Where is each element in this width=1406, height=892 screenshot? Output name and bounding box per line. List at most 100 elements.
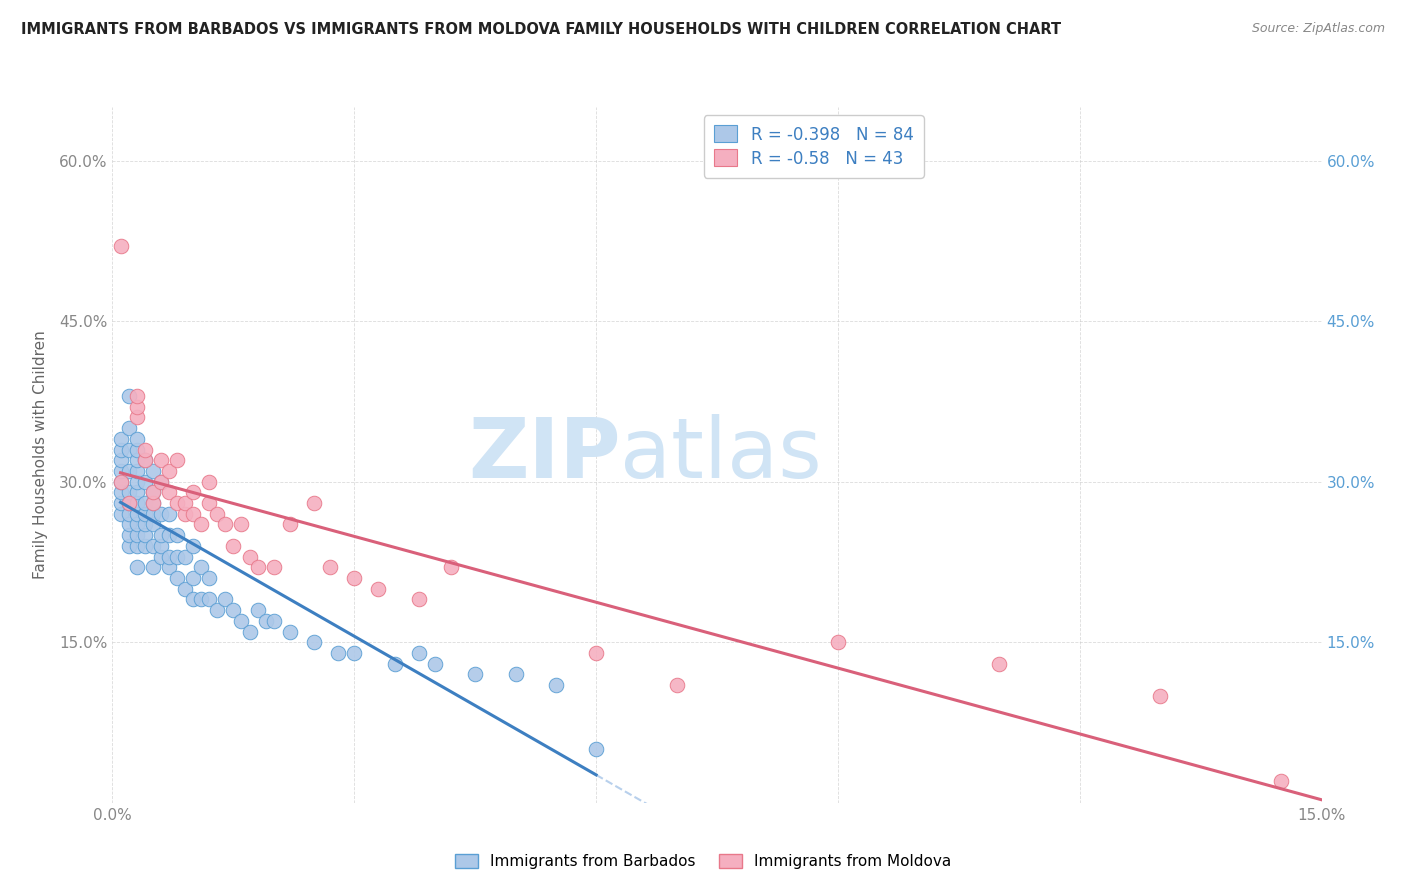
Point xyxy=(174,496,197,510)
Point xyxy=(207,507,229,521)
Point xyxy=(149,453,172,467)
Point xyxy=(110,496,132,510)
Point xyxy=(278,517,301,532)
Point xyxy=(827,635,849,649)
Point xyxy=(125,453,148,467)
Point xyxy=(117,421,139,435)
Text: IMMIGRANTS FROM BARBADOS VS IMMIGRANTS FROM MOLDOVA FAMILY HOUSEHOLDS WITH CHILD: IMMIGRANTS FROM BARBADOS VS IMMIGRANTS F… xyxy=(21,22,1062,37)
Point xyxy=(544,678,567,692)
Point xyxy=(302,635,325,649)
Point xyxy=(117,528,139,542)
Point xyxy=(246,603,269,617)
Point xyxy=(988,657,1011,671)
Point xyxy=(117,517,139,532)
Point xyxy=(149,539,172,553)
Point xyxy=(117,507,139,521)
Legend: R = -0.398   N = 84, R = -0.58   N = 43: R = -0.398 N = 84, R = -0.58 N = 43 xyxy=(704,115,924,178)
Point xyxy=(166,528,188,542)
Point xyxy=(157,485,180,500)
Point xyxy=(134,528,156,542)
Point xyxy=(110,453,132,467)
Point xyxy=(423,657,446,671)
Point xyxy=(238,624,260,639)
Point xyxy=(157,549,180,564)
Point xyxy=(110,442,132,457)
Point xyxy=(190,560,212,574)
Point xyxy=(181,592,204,607)
Point xyxy=(207,603,229,617)
Point xyxy=(149,475,172,489)
Point xyxy=(134,496,156,510)
Point xyxy=(328,646,350,660)
Point xyxy=(110,464,132,478)
Point xyxy=(166,453,188,467)
Point xyxy=(367,582,389,596)
Point xyxy=(166,496,188,510)
Point xyxy=(110,239,132,253)
Point xyxy=(142,464,165,478)
Point xyxy=(231,614,253,628)
Point xyxy=(585,646,607,660)
Point xyxy=(110,432,132,446)
Point xyxy=(125,528,148,542)
Point xyxy=(125,442,148,457)
Point xyxy=(181,485,204,500)
Point xyxy=(408,592,430,607)
Point xyxy=(142,496,165,510)
Point xyxy=(142,485,165,500)
Point xyxy=(125,539,148,553)
Point xyxy=(157,528,180,542)
Point xyxy=(134,442,156,457)
Point xyxy=(110,507,132,521)
Point xyxy=(246,560,269,574)
Point xyxy=(125,432,148,446)
Point xyxy=(343,646,366,660)
Point xyxy=(263,560,285,574)
Point xyxy=(198,496,221,510)
Legend: Immigrants from Barbados, Immigrants from Moldova: Immigrants from Barbados, Immigrants fro… xyxy=(449,848,957,875)
Point xyxy=(222,603,245,617)
Text: ZIP: ZIP xyxy=(468,415,620,495)
Point xyxy=(238,549,260,564)
Point xyxy=(134,517,156,532)
Point xyxy=(142,485,165,500)
Point xyxy=(142,507,165,521)
Point xyxy=(134,475,156,489)
Point xyxy=(125,485,148,500)
Point xyxy=(174,507,197,521)
Point xyxy=(1270,774,1292,789)
Point xyxy=(166,571,188,585)
Point xyxy=(214,592,236,607)
Point xyxy=(125,389,148,403)
Point xyxy=(110,475,132,489)
Point xyxy=(263,614,285,628)
Point xyxy=(665,678,688,692)
Point xyxy=(231,517,253,532)
Point xyxy=(464,667,486,681)
Point xyxy=(125,507,148,521)
Point xyxy=(134,539,156,553)
Point xyxy=(181,571,204,585)
Point xyxy=(254,614,277,628)
Point xyxy=(125,475,148,489)
Point xyxy=(1149,689,1171,703)
Point xyxy=(214,517,236,532)
Text: Source: ZipAtlas.com: Source: ZipAtlas.com xyxy=(1251,22,1385,36)
Point xyxy=(157,560,180,574)
Point xyxy=(149,475,172,489)
Point xyxy=(174,549,197,564)
Point xyxy=(117,464,139,478)
Point xyxy=(125,496,148,510)
Point xyxy=(198,475,221,489)
Point xyxy=(190,592,212,607)
Point xyxy=(181,539,204,553)
Y-axis label: Family Households with Children: Family Households with Children xyxy=(32,331,48,579)
Point xyxy=(149,507,172,521)
Point xyxy=(117,539,139,553)
Point xyxy=(110,475,132,489)
Point xyxy=(157,507,180,521)
Point xyxy=(198,592,221,607)
Point xyxy=(585,742,607,756)
Point xyxy=(343,571,366,585)
Point xyxy=(302,496,325,510)
